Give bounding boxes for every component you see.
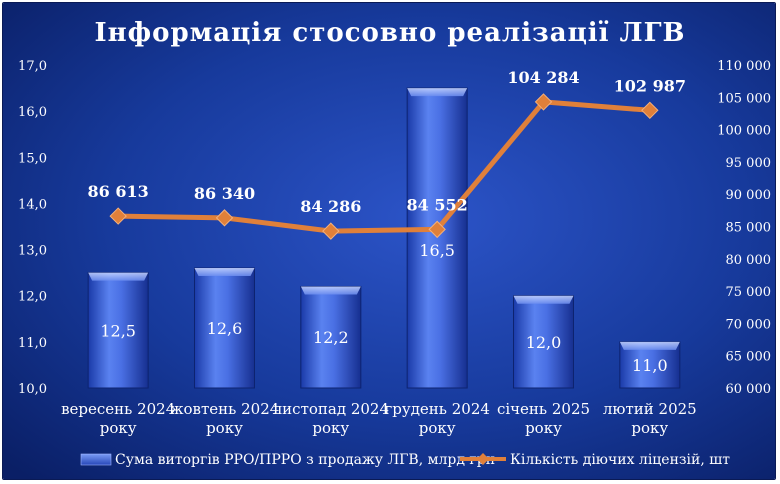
line-series [109, 93, 659, 240]
legend-line-marker [477, 453, 489, 465]
right-tick-label: 80 000 [726, 253, 772, 268]
category-label: року [631, 419, 668, 437]
left-tick-label: 12,0 [18, 290, 47, 305]
bar-data-label: 12,5 [100, 321, 136, 340]
right-axis: 60 000 65 000 70 000 75 000 80 000 85 000 90 0… [717, 59, 771, 397]
right-tick-label: 65 000 [726, 350, 772, 365]
left-tick-label: 10,0 [18, 382, 47, 397]
bar-data-label: 16,5 [419, 241, 455, 260]
line-point [109, 207, 127, 225]
bar-body [87, 272, 149, 389]
right-tick-label: 60 000 [726, 382, 772, 397]
bar-bevel [619, 341, 680, 350]
line-point [215, 209, 234, 227]
legend: Сума виторгів РРО/ПРРО з продажу ЛГВ, мл… [80, 452, 730, 468]
line-point [428, 220, 446, 239]
legend-bar-label: Сума виторгів РРО/ПРРО з продажу ЛГВ, мл… [115, 452, 495, 468]
category-label: року [525, 419, 562, 437]
line-data-label: 102 987 [614, 76, 686, 95]
right-tick-label: 100 000 [717, 124, 771, 139]
bar-bevel [194, 268, 255, 277]
bar [300, 285, 362, 389]
legend-line-label: Кількість діючих ліцензій, шт [510, 452, 730, 468]
right-tick-label: 75 000 [726, 285, 772, 300]
bar-body [513, 295, 574, 389]
bar-data-label: 12,0 [526, 333, 562, 352]
left-tick-label: 17,0 [18, 59, 47, 74]
bar-bevel [513, 295, 574, 304]
right-tick-label: 70 000 [726, 317, 772, 332]
category-label: листопад 2024 [273, 400, 389, 418]
left-axis: 10,0 11,0 12,0 13,0 14,0 15,0 16,0 17,0 [18, 59, 47, 397]
category-label: року [312, 419, 349, 437]
category-label: року [206, 419, 243, 437]
line-data-label: 104 284 [507, 68, 579, 87]
left-tick-label: 11,0 [18, 336, 47, 351]
category-label: вересень 2024 [61, 400, 175, 418]
right-tick-label: 95 000 [726, 156, 772, 171]
category-label: року [419, 419, 456, 437]
left-tick-label: 16,0 [18, 105, 47, 120]
bar-bevel [88, 272, 149, 281]
bar-data-label: 12,2 [313, 328, 349, 347]
line-point [322, 222, 340, 240]
line-data-labels: 86 613 86 340 84 286 84 552 104 284 102 987 [88, 68, 686, 216]
bar [87, 272, 149, 389]
bar-bevel [300, 286, 361, 295]
category-label: року [100, 419, 137, 437]
right-tick-label: 105 000 [717, 91, 771, 106]
category-label: січень 2025 [497, 400, 590, 418]
line-data-label: 86 613 [88, 182, 149, 201]
line-data-label: 84 552 [407, 195, 468, 214]
right-tick-label: 90 000 [726, 188, 772, 203]
line-point [641, 101, 659, 120]
chart-svg: Інформація стосовно реалізації ЛГВ 10,01… [3, 3, 775, 479]
bar-bevel [407, 88, 468, 97]
chart-title: Інформація стосовно реалізації ЛГВ [94, 18, 685, 48]
line-data-label: 86 340 [194, 184, 255, 203]
category-label: жовтень 2024 [170, 400, 280, 418]
right-tick-label: 110 000 [717, 59, 771, 74]
left-tick-label: 15,0 [18, 151, 47, 166]
category-label: лютий 2025 [603, 400, 697, 418]
left-tick-label: 14,0 [18, 197, 47, 212]
bar [194, 267, 255, 389]
bar-data-label: 11,0 [632, 356, 668, 375]
bar [619, 341, 681, 389]
bar-data-labels: 12,5 12,6 12,2 16,5 12,0 11,0 [100, 241, 667, 375]
right-tick-label: 85 000 [726, 221, 772, 236]
category-label: грудень 2024 [384, 400, 490, 418]
line-point [534, 93, 553, 111]
bar-data-label: 12,6 [207, 319, 243, 338]
chart-background [3, 3, 775, 479]
bar-body [194, 267, 255, 389]
legend-bar-swatch [80, 453, 112, 466]
bar [513, 295, 574, 389]
line-data-label: 84 286 [300, 197, 361, 216]
bar-series [87, 87, 681, 389]
line-path [115, 99, 653, 234]
left-tick-label: 13,0 [18, 244, 47, 259]
